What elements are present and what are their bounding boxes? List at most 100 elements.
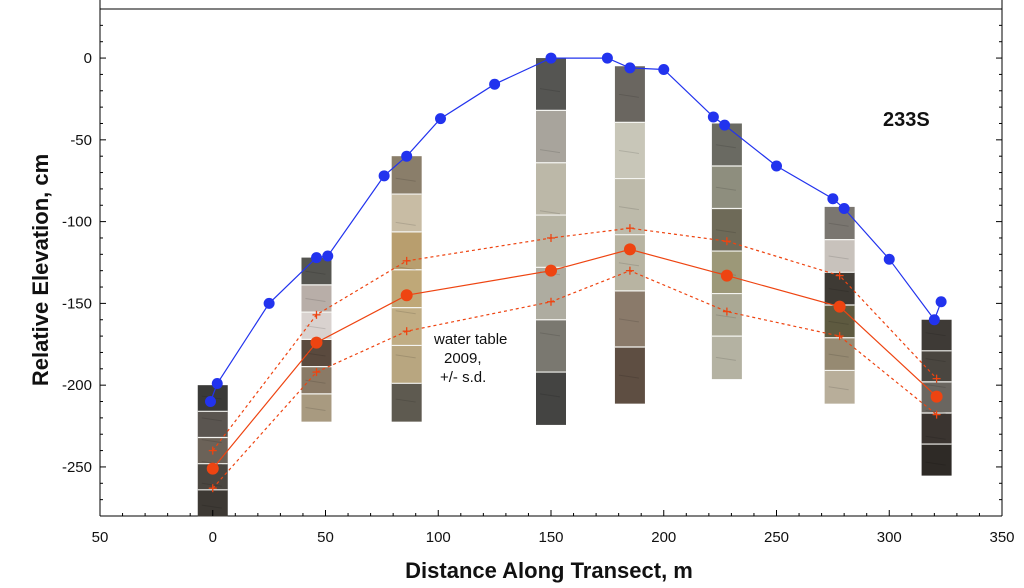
data-point [930, 390, 943, 403]
x-tick-label: 300 [877, 529, 902, 546]
soil-core-texture [201, 504, 222, 509]
soil-core-3 [536, 58, 566, 425]
data-point [378, 170, 390, 182]
soil-core-texture [828, 255, 849, 260]
sd-point [722, 237, 731, 246]
y-axis-title: Relative Elevation, cm [28, 154, 53, 386]
soil-core-texture [715, 144, 736, 149]
soil-core-texture [539, 393, 561, 398]
soil-core-segment [614, 122, 645, 180]
sd-point [312, 310, 321, 319]
data-point [489, 78, 501, 90]
data-point [400, 289, 413, 302]
soil-core-texture [828, 353, 849, 358]
soil-core-texture [618, 374, 639, 379]
water-table-annotation-line3: +/- s.d. [440, 369, 486, 386]
soil-core-segment [536, 372, 566, 425]
y-tick-label: 0 [84, 50, 92, 67]
soil-core-texture [395, 310, 416, 315]
data-point [545, 52, 557, 64]
sd-point [932, 410, 941, 419]
data-point [838, 203, 850, 215]
soil-core-segment [391, 345, 422, 384]
x-tick-label: 50 [92, 529, 109, 546]
soil-core-texture [828, 386, 849, 391]
x-tick-label: 50 [317, 529, 334, 546]
sd-point [625, 266, 634, 275]
soil-core-segment [824, 337, 855, 371]
soil-core-texture [618, 262, 639, 267]
x-tick-label: 350 [989, 529, 1014, 546]
data-point [310, 336, 323, 349]
x-tick-label: 150 [538, 529, 563, 546]
sd-point [932, 374, 941, 383]
sd-point [547, 297, 555, 306]
series-line-1 [212, 248, 938, 469]
sd-point [402, 327, 411, 336]
soil-core-segment [301, 393, 332, 422]
soil-core-segment [301, 284, 332, 313]
soil-core-texture [305, 297, 326, 302]
soil-core-texture [539, 149, 561, 154]
soil-core-texture [618, 206, 639, 211]
soil-core-texture [395, 177, 416, 182]
soil-core-segment [391, 194, 422, 233]
soil-core-texture [925, 461, 946, 466]
soil-core-segment [921, 319, 952, 352]
soil-core-texture [828, 320, 849, 325]
y-tick-label: -100 [62, 214, 92, 231]
soil-core-segment [391, 383, 422, 422]
soil-core-texture [305, 325, 326, 330]
data-point [322, 250, 334, 262]
soil-core-images [197, 58, 952, 517]
soil-core-texture [925, 409, 946, 414]
axis-ticks: 50 0 50 100 150 200 250 300 350 0 -50 -100 -150 -200 -… [62, 24, 1015, 546]
water-table-annotation-line1: water table [433, 331, 507, 348]
data-point [935, 296, 947, 308]
soil-core-segment [536, 162, 566, 216]
data-point [623, 243, 636, 256]
sd-point [208, 446, 217, 455]
soil-core-segment [824, 239, 855, 273]
soil-core-texture [539, 332, 561, 337]
soil-core-texture [395, 354, 416, 359]
soil-core-2 [391, 156, 422, 422]
soil-core-segment [391, 269, 422, 309]
soil-core-texture [925, 358, 946, 363]
soil-core-segment [391, 307, 422, 346]
series-line-3 [212, 270, 937, 489]
soil-core-texture [828, 222, 849, 227]
data-point [263, 297, 275, 309]
y-tick-label: -50 [70, 132, 92, 149]
soil-core-texture [395, 221, 416, 226]
soil-core-texture [395, 266, 416, 271]
soil-core-texture [305, 352, 326, 357]
y-tick-label: -250 [62, 459, 92, 476]
series-line-2 [212, 227, 938, 451]
soil-core-texture [201, 482, 222, 487]
data-point [928, 314, 940, 326]
soil-core-segment [711, 166, 742, 210]
x-tick-label: 250 [764, 529, 789, 546]
soil-core-texture [925, 332, 946, 337]
soil-core-texture [715, 186, 736, 191]
data-point [206, 462, 219, 475]
soil-core-texture [395, 398, 416, 403]
data-point [204, 396, 216, 408]
soil-core-segment [614, 66, 645, 123]
soil-core-texture [539, 210, 561, 215]
soil-core-texture [925, 383, 946, 388]
soil-core-segment [711, 123, 742, 167]
data-point [435, 113, 447, 125]
soil-core-segment [921, 444, 952, 476]
x-axis-title: Distance Along Transect, m [405, 558, 693, 583]
soil-core-texture [539, 88, 561, 93]
soil-core-segment [711, 336, 742, 380]
data-point [771, 160, 782, 172]
data-point [401, 150, 413, 162]
data-point [545, 264, 557, 277]
y-tick-label: -150 [62, 295, 92, 312]
y-tick-label: -200 [62, 377, 92, 394]
soil-core-texture [715, 229, 736, 234]
